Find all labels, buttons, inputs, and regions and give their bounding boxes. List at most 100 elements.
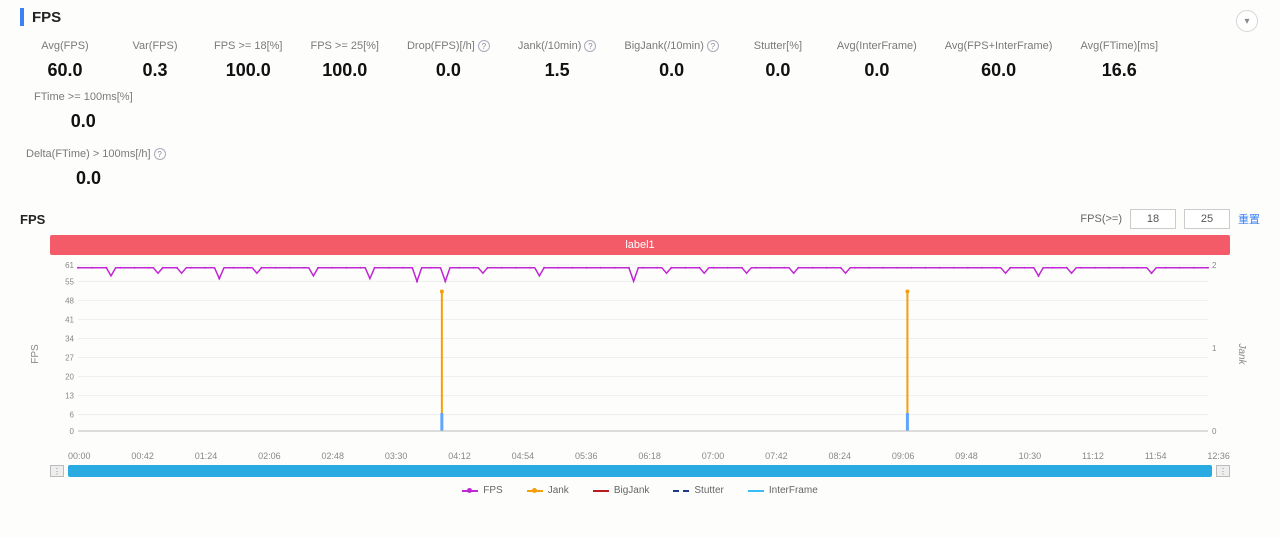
x-tick: 05:36 [575, 451, 598, 461]
metric-card: BigJank(/10min)? 0.0 [610, 40, 732, 81]
x-tick: 06:18 [638, 451, 661, 461]
x-tick: 09:48 [955, 451, 978, 461]
x-tick: 00:00 [68, 451, 91, 461]
timeline-handle-right[interactable]: ⋮ [1216, 465, 1230, 477]
x-tick: 11:54 [1145, 451, 1167, 461]
x-tick: 10:30 [1019, 451, 1042, 461]
legend-label: Stutter [694, 485, 723, 496]
panel-title: FPS [32, 9, 61, 26]
legend-swatch [673, 490, 689, 492]
metric-card: Avg(FTime)[ms] 16.6 [1066, 40, 1172, 81]
metric-card: Avg(FPS+InterFrame)60.0 [931, 40, 1067, 81]
svg-text:34: 34 [65, 334, 74, 343]
metric-value: 0.0 [407, 60, 490, 81]
svg-text:6: 6 [70, 411, 75, 420]
help-icon[interactable]: ? [478, 40, 490, 52]
x-tick: 04:54 [512, 451, 535, 461]
metric-label: Drop(FPS)[/h]? [407, 40, 490, 52]
metric-label: Var(FPS) [124, 40, 186, 52]
y-axis-left-label: FPS [30, 344, 41, 363]
fps-threshold-input-1[interactable] [1130, 209, 1176, 229]
fps-threshold-label: FPS(>=) [1080, 213, 1122, 225]
fps-panel: FPS ▾ Avg(FPS)60.0Var(FPS)0.3FPS >= 18[%… [0, 0, 1280, 506]
fps-chart[interactable]: 615548413427201360210 [50, 259, 1230, 449]
svg-text:48: 48 [65, 296, 74, 305]
metric-value: 0.0 [76, 168, 166, 189]
legend-item[interactable]: Jank [527, 485, 569, 496]
help-icon[interactable]: ? [707, 40, 719, 52]
legend-item[interactable]: BigJank [593, 485, 650, 496]
svg-text:41: 41 [65, 315, 74, 324]
x-axis-ticks: 00:0000:4201:2402:0602:4803:3004:1204:54… [68, 451, 1230, 461]
x-tick: 02:06 [258, 451, 281, 461]
legend-swatch [527, 490, 543, 492]
metric-label: Avg(FTime)[ms] [1080, 40, 1158, 52]
metric-label: Jank(/10min)? [518, 40, 597, 52]
timeline-scrubber[interactable]: ⋮ ⋮ [50, 465, 1230, 477]
x-tick: 00:42 [131, 451, 154, 461]
metric-card: FTime >= 100ms[%]0.0 [20, 91, 147, 132]
legend-swatch [748, 490, 764, 492]
legend-label: Jank [548, 485, 569, 496]
metric-value: 0.0 [837, 60, 917, 81]
title-accent [20, 8, 24, 26]
x-tick: 07:00 [702, 451, 725, 461]
metric-label: BigJank(/10min)? [624, 40, 718, 52]
metric-card: Drop(FPS)[/h]? 0.0 [393, 40, 504, 81]
svg-text:13: 13 [65, 392, 74, 401]
x-tick: 02:48 [322, 451, 345, 461]
legend-label: FPS [483, 485, 502, 496]
svg-text:0: 0 [70, 427, 75, 436]
collapse-button[interactable]: ▾ [1236, 10, 1258, 32]
metric-label: Avg(InterFrame) [837, 40, 917, 52]
metric-label: Delta(FTime) > 100ms[/h]? [26, 148, 166, 160]
panel-header: FPS [20, 8, 1260, 26]
svg-text:20: 20 [65, 373, 74, 382]
legend-swatch [593, 490, 609, 492]
metrics-row-2: Delta(FTime) > 100ms[/h]? 0.0 [26, 148, 1260, 199]
metric-value: 0.0 [747, 60, 809, 81]
x-tick: 11:12 [1082, 451, 1104, 461]
x-tick: 07:42 [765, 451, 788, 461]
timeline-handle-left[interactable]: ⋮ [50, 465, 64, 477]
y-axis-right-label: Jank [1236, 343, 1247, 364]
chart-header: FPS FPS(>=) 重置 [20, 209, 1260, 229]
metric-value: 100.0 [214, 60, 282, 81]
legend-label: InterFrame [769, 485, 818, 496]
x-tick: 04:12 [448, 451, 471, 461]
metric-value: 0.0 [624, 60, 718, 81]
metric-card: Jank(/10min)?1.5 [504, 40, 611, 81]
metric-value: 100.0 [310, 60, 378, 81]
metric-value: 16.6 [1080, 60, 1158, 81]
x-tick: 01:24 [195, 451, 218, 461]
x-tick: 09:06 [892, 451, 915, 461]
legend-swatch [462, 490, 478, 492]
reset-link[interactable]: 重置 [1238, 211, 1260, 227]
metric-card: Delta(FTime) > 100ms[/h]? 0.0 [26, 148, 180, 189]
chart-title: FPS [20, 212, 45, 227]
metric-label: Avg(FPS) [34, 40, 96, 52]
metric-label: FPS >= 18[%] [214, 40, 282, 52]
legend-item[interactable]: InterFrame [748, 485, 818, 496]
fps-threshold-input-2[interactable] [1184, 209, 1230, 229]
svg-text:27: 27 [65, 354, 74, 363]
x-tick: 08:24 [829, 451, 852, 461]
legend-item[interactable]: Stutter [673, 485, 723, 496]
metric-label: FTime >= 100ms[%] [34, 91, 133, 103]
metric-card: Stutter[%] 0.0 [733, 40, 823, 81]
metric-value: 60.0 [945, 60, 1053, 81]
chevron-down-icon: ▾ [1244, 16, 1249, 27]
metric-card: FPS >= 18[%] 100.0 [200, 40, 296, 81]
help-icon[interactable]: ? [154, 148, 166, 160]
svg-text:2: 2 [1212, 261, 1217, 270]
metric-value: 60.0 [34, 60, 96, 81]
help-icon[interactable]: ? [584, 40, 596, 52]
metric-value: 0.3 [124, 60, 186, 81]
metric-label: FPS >= 25[%] [310, 40, 378, 52]
metrics-row: Avg(FPS) 60.0 Var(FPS) 0.3 FPS >= 18[%] 100.0… [20, 40, 1260, 142]
svg-text:0: 0 [1212, 427, 1217, 436]
metric-label: Stutter[%] [747, 40, 809, 52]
timeline-track[interactable] [68, 465, 1212, 477]
legend-item[interactable]: FPS [462, 485, 502, 496]
metric-card: Avg(InterFrame) 0.0 [823, 40, 931, 81]
